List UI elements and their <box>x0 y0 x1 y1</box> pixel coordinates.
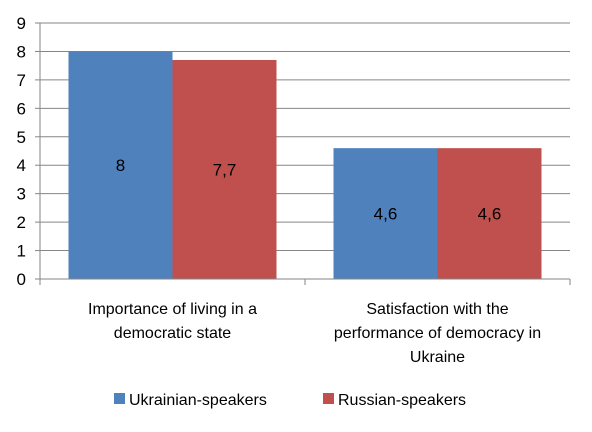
bars: 8 7,7 4,6 4,6 <box>68 51 542 279</box>
legend: Ukrainian-speakers Russian-speakers <box>114 392 466 409</box>
y-tick-label: 4 <box>17 156 26 175</box>
y-tick-label: 7 <box>17 71 26 90</box>
bar <box>333 148 438 279</box>
bar <box>437 148 542 279</box>
axes <box>35 22 571 285</box>
legend-label: Ukrainian-speakers <box>129 392 267 409</box>
y-tick-label: 9 <box>17 14 26 33</box>
legend-swatch <box>114 393 125 404</box>
x-axis-labels: Importance of living in a democratic stat… <box>88 301 541 366</box>
bar <box>68 51 173 279</box>
bar <box>172 59 277 279</box>
y-tick-label: 3 <box>17 185 26 204</box>
legend-label: Russian-speakers <box>338 392 466 409</box>
x-category-label: Importance of living in a democratic stat… <box>88 301 257 342</box>
y-tick-label: 6 <box>17 99 26 118</box>
y-tick-label: 1 <box>17 242 26 261</box>
data-label: 7,7 <box>213 160 237 179</box>
x-category-label: Satisfaction with the performance of demo… <box>334 301 541 366</box>
y-tick-label: 5 <box>17 128 26 147</box>
data-label: 4,6 <box>478 205 502 224</box>
y-tick-label: 2 <box>17 213 26 232</box>
legend-swatch <box>323 393 334 404</box>
data-label: 8 <box>116 156 125 175</box>
y-tick-label: 8 <box>17 42 26 61</box>
y-axis-ticks: 0 1 2 3 4 5 6 7 8 9 <box>17 14 26 289</box>
data-label: 4,6 <box>374 205 398 224</box>
y-tick-label: 0 <box>17 270 26 289</box>
